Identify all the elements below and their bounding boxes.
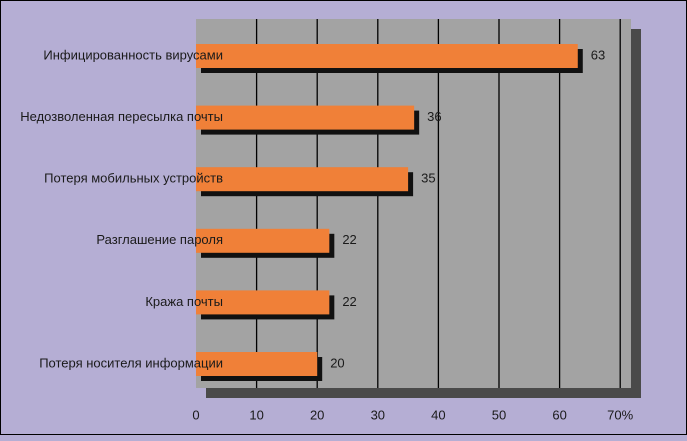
value-label: 22 [342, 232, 356, 247]
x-tick-label: 30 [371, 407, 385, 422]
x-tick-label: 50 [492, 407, 506, 422]
category-label: Недозволенная пересылка почты [20, 109, 223, 124]
value-label: 35 [421, 171, 435, 186]
bar [196, 105, 415, 130]
bars [196, 44, 583, 381]
x-tick-label: 0 [192, 407, 199, 422]
bar [196, 352, 318, 376]
bar [196, 290, 330, 315]
x-tick-label: 70% [607, 407, 633, 422]
grid-lines [255, 19, 621, 388]
plot-background [196, 19, 631, 388]
category-label: Потеря мобильных устройств [44, 171, 223, 186]
bar [196, 44, 578, 68]
x-tick-label: 40 [431, 407, 445, 422]
value-label: 63 [591, 47, 605, 62]
x-tick-label: 10 [249, 407, 263, 422]
value-label: 20 [330, 355, 344, 370]
bar [196, 167, 409, 192]
category-labels: Инфицированность вирусами Недозволенная п… [20, 47, 223, 370]
value-label: 22 [342, 294, 356, 309]
bar [196, 228, 330, 253]
value-labels: 63 36 35 22 22 20 [330, 47, 605, 370]
category-label: Разглашение пароля [96, 232, 223, 247]
x-tick-label: 20 [310, 407, 324, 422]
category-label: Инфицированность вирусами [43, 47, 223, 62]
category-label: Кража почты [145, 294, 223, 309]
plot-area [196, 19, 641, 398]
x-tick-label: 60 [552, 407, 566, 422]
x-axis-ticks: 0 10 20 30 40 50 60 70% [192, 407, 633, 422]
category-label: Потеря носителя информации [39, 355, 223, 370]
value-label: 36 [427, 109, 441, 124]
